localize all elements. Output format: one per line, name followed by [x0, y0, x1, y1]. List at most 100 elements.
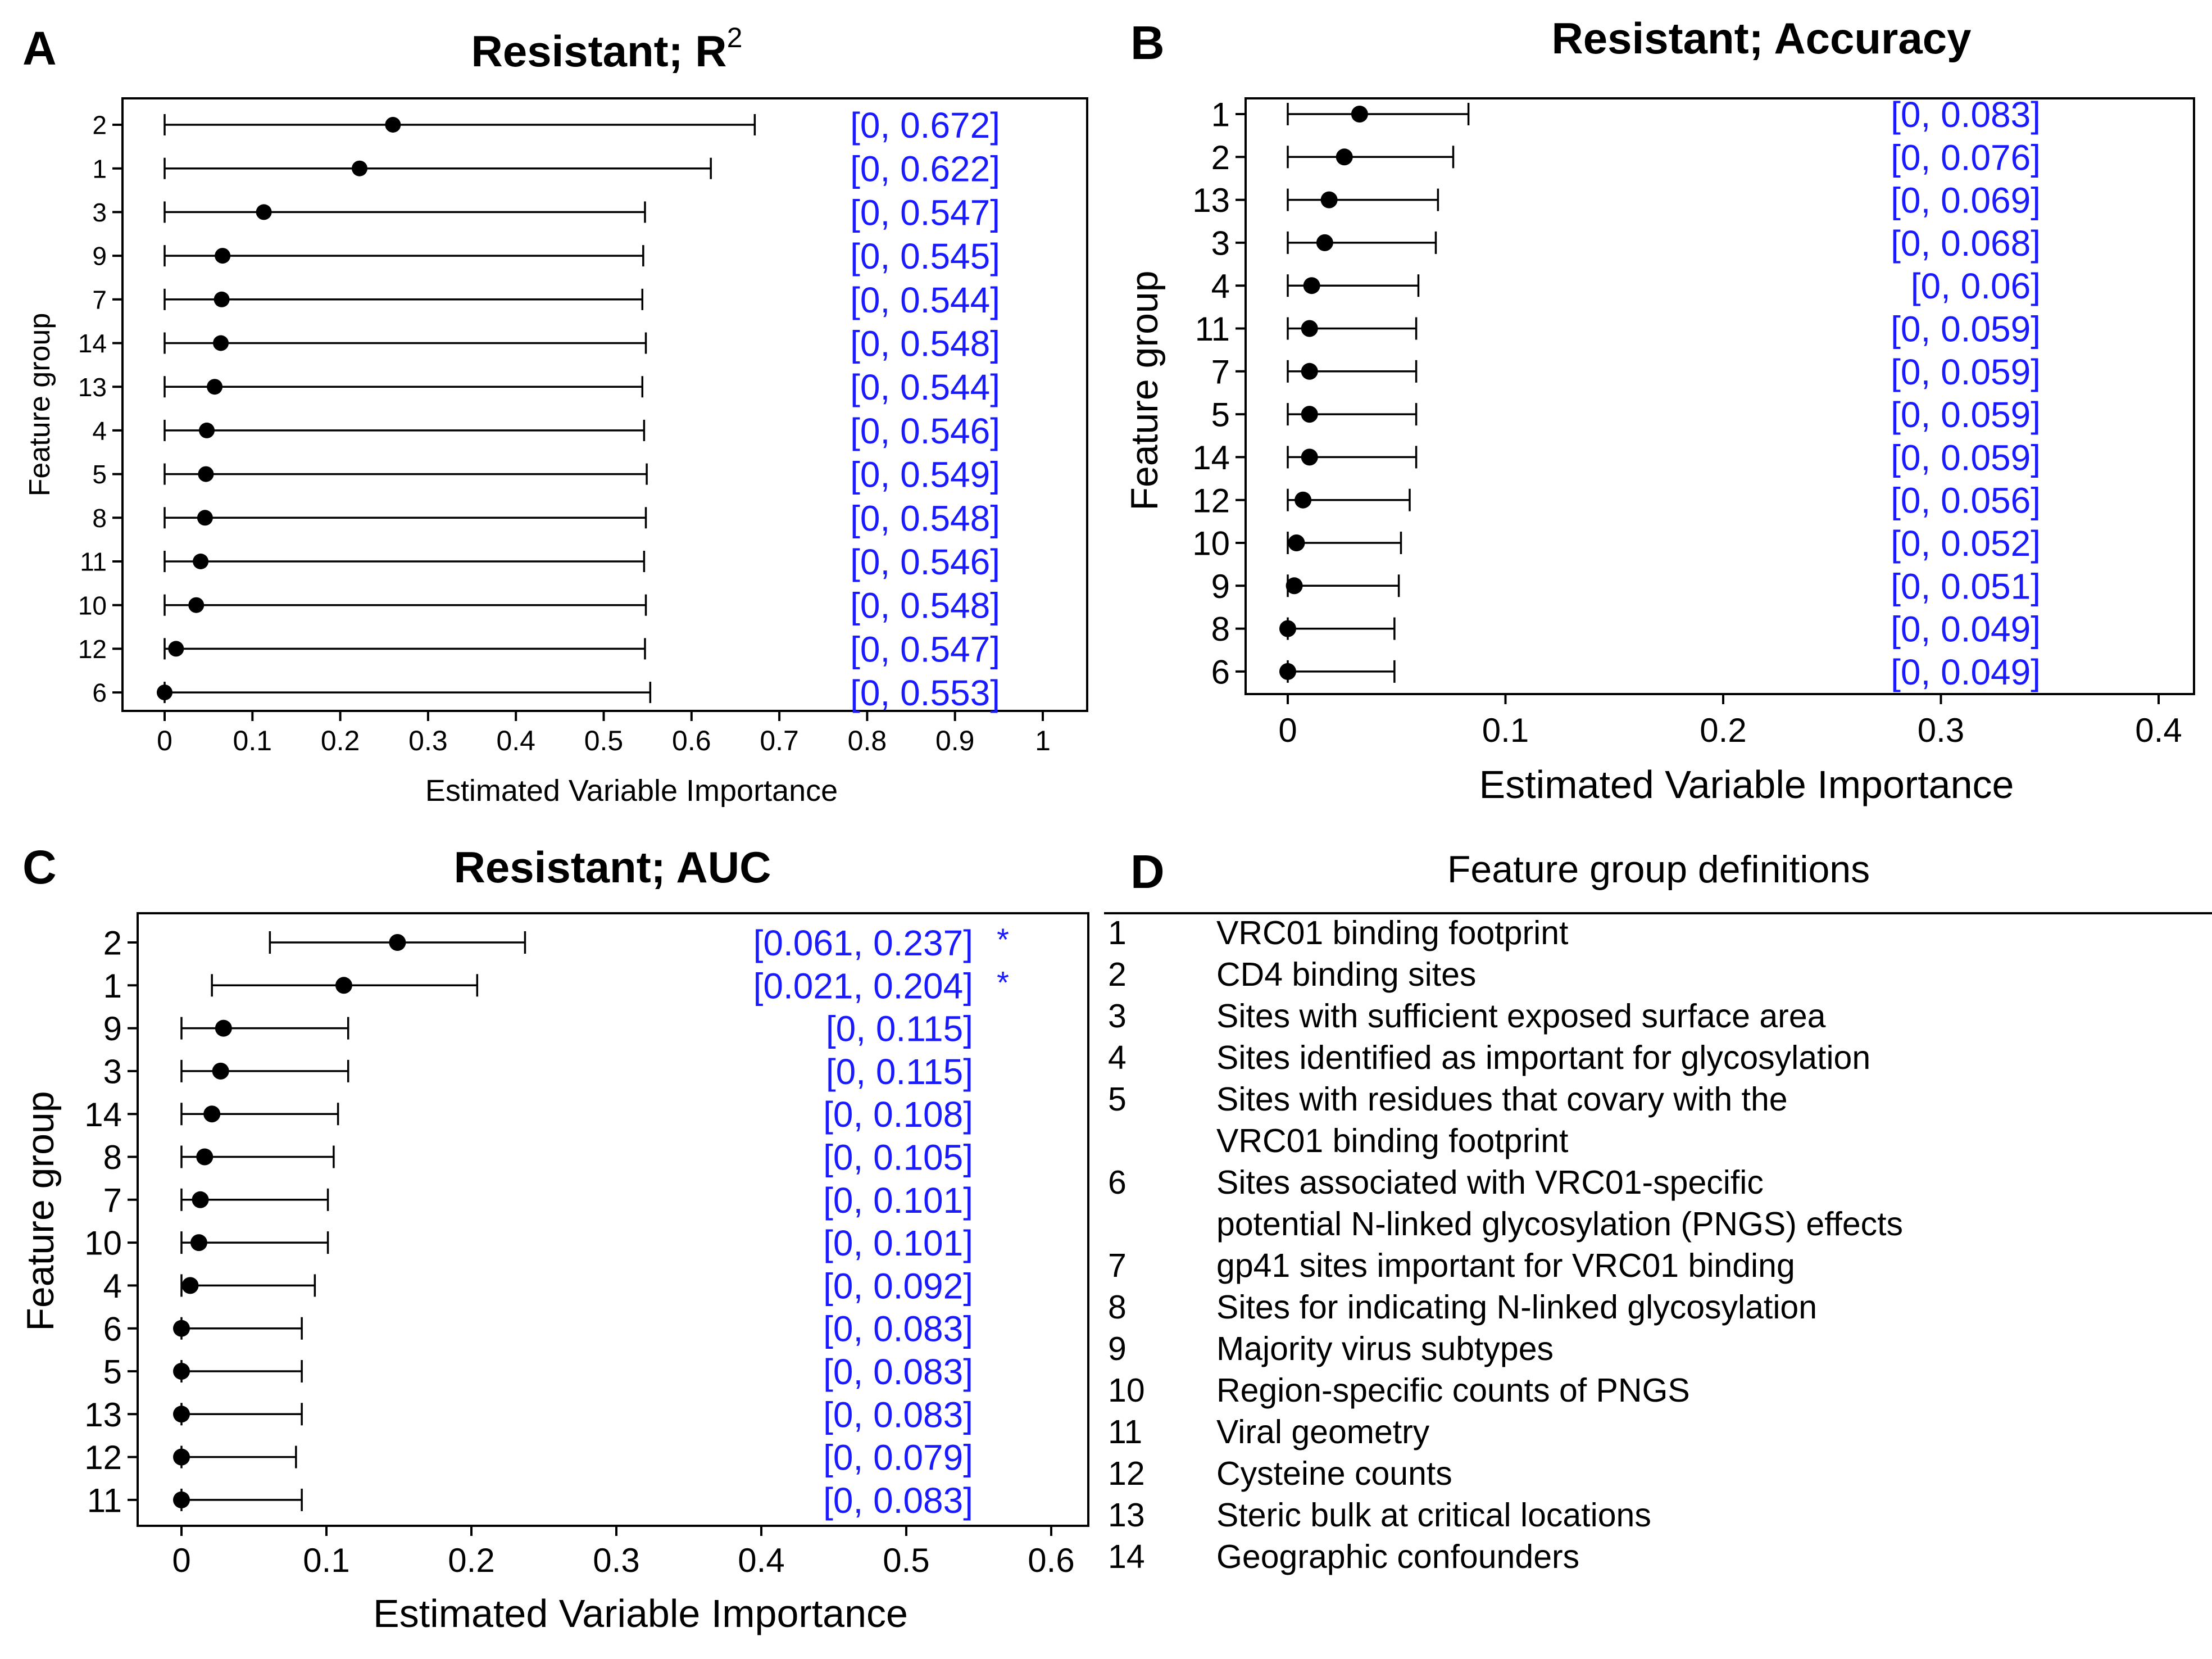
- chart-title-text: Resistant; AUC: [454, 842, 771, 892]
- x-tick-label: 1: [1035, 725, 1051, 756]
- y-tick-label: 12: [1192, 482, 1230, 519]
- y-tick-label: 14: [1192, 439, 1230, 477]
- chart-title: Resistant; Accuracy: [1551, 13, 1971, 63]
- y-tick-label: 1: [1211, 96, 1230, 134]
- ci-label: [0, 0.548]: [850, 498, 1000, 538]
- y-tick-label: 11: [1195, 310, 1230, 348]
- estimate-point: [215, 248, 231, 264]
- group-definition: VRC01 binding footprint: [1216, 1122, 1568, 1159]
- y-tick-label: 2: [1211, 139, 1230, 176]
- estimate-point: [181, 1277, 199, 1294]
- y-tick-label: 11: [80, 547, 107, 577]
- x-tick-label: 0.3: [408, 725, 448, 756]
- y-tick-label: 6: [103, 1310, 122, 1348]
- ci-label: [0, 0.083]: [1891, 94, 2041, 135]
- estimate-point: [1279, 620, 1296, 637]
- y-tick-label: 2: [92, 111, 107, 140]
- group-number: 13: [1108, 1497, 1145, 1534]
- x-tick-label: 0.2: [448, 1542, 494, 1579]
- y-tick-label: 7: [92, 285, 107, 314]
- ci-label: [0, 0.059]: [1891, 352, 2041, 392]
- y-tick-label: 14: [84, 1096, 122, 1134]
- estimate-point: [198, 466, 214, 482]
- estimate-point: [1320, 191, 1338, 208]
- y-tick-label: 7: [103, 1181, 122, 1219]
- ci-label: [0, 0.622]: [850, 149, 1000, 189]
- chart-title-text: Resistant; Accuracy: [1551, 13, 1971, 63]
- group-definition: Region-specific counts of PNGS: [1216, 1372, 1690, 1409]
- estimate-point: [197, 510, 213, 526]
- ci-label: [0, 0.553]: [850, 673, 1000, 713]
- x-tick-label: 0.1: [303, 1542, 349, 1579]
- estimate-point: [196, 1148, 214, 1166]
- estimate-point: [192, 1191, 209, 1208]
- group-definition: Sites associated with VRC01-specific: [1216, 1164, 1764, 1201]
- estimate-point: [335, 977, 352, 994]
- x-tick-label: 0.1: [233, 725, 272, 756]
- group-definition: Majority virus subtypes: [1216, 1330, 1554, 1367]
- ci-label: [0, 0.051]: [1891, 566, 2041, 606]
- group-number: 11: [1108, 1413, 1142, 1451]
- group-definition: Sites identified as important for glycos…: [1216, 1039, 1870, 1076]
- x-tick-label: 0.6: [1028, 1542, 1074, 1579]
- group-definition: Sites with sufficient exposed surface ar…: [1216, 998, 1826, 1035]
- y-tick-label: 7: [1211, 353, 1230, 391]
- y-tick-label: 5: [103, 1353, 122, 1391]
- ci-label: [0, 0.101]: [823, 1223, 973, 1263]
- ci-label: [0, 0.672]: [850, 105, 1000, 146]
- estimate-point: [1301, 406, 1318, 423]
- y-tick-label: 9: [1211, 568, 1230, 605]
- y-tick-label: 6: [1211, 654, 1230, 691]
- ci-label: [0, 0.546]: [850, 542, 1000, 582]
- ci-label: [0, 0.083]: [823, 1309, 973, 1349]
- group-number: 8: [1108, 1289, 1127, 1326]
- significance-star: *: [997, 964, 1009, 1000]
- y-tick-label: 13: [84, 1396, 122, 1434]
- ci-label: [0, 0.056]: [1891, 481, 2041, 521]
- ci-label: [0, 0.049]: [1891, 609, 2041, 650]
- estimate-point: [1303, 277, 1320, 294]
- estimate-point: [1295, 491, 1312, 509]
- estimate-point: [1286, 577, 1303, 595]
- group-number: 7: [1108, 1247, 1127, 1284]
- estimate-point: [1288, 534, 1305, 551]
- ci-label: [0, 0.083]: [823, 1394, 973, 1435]
- y-axis-label: Feature group: [19, 1091, 62, 1331]
- group-definition: Sites for indicating N-linked glycosylat…: [1216, 1289, 1817, 1326]
- ci-label: [0, 0.547]: [850, 192, 1000, 233]
- estimate-point: [173, 1320, 190, 1337]
- y-tick-label: 9: [92, 242, 107, 271]
- estimate-point: [193, 554, 209, 569]
- x-tick-label: 0: [172, 1542, 190, 1579]
- estimate-point: [207, 379, 223, 395]
- ci-label: [0, 0.06]: [1911, 266, 2041, 306]
- group-number: 4: [1108, 1039, 1127, 1076]
- ci-label: [0, 0.548]: [850, 586, 1000, 626]
- ci-label: [0, 0.076]: [1891, 137, 2041, 178]
- group-number: 14: [1108, 1538, 1145, 1575]
- x-tick-label: 0.5: [883, 1542, 929, 1579]
- panel-letter: A: [22, 22, 57, 75]
- plot-frame: [137, 912, 1089, 1527]
- group-number: 10: [1108, 1372, 1145, 1409]
- group-number: 5: [1108, 1081, 1127, 1118]
- group-number: 2: [1108, 956, 1127, 993]
- x-tick-label: 0.7: [760, 725, 799, 756]
- estimate-point: [1336, 148, 1353, 166]
- group-definition: Steric bulk at critical locations: [1216, 1497, 1651, 1534]
- y-axis-label: Feature group: [1123, 270, 1166, 510]
- panel-b: B Resistant; Accuracy 0 0.1 0.2 0.3 0.4 Estimat…: [1123, 13, 2195, 806]
- y-tick-label: 4: [92, 416, 107, 445]
- estimate-point: [173, 1448, 190, 1466]
- ci-label: [0, 0.083]: [823, 1480, 973, 1521]
- ci-label: [0, 0.115]: [826, 1051, 973, 1092]
- x-tick-label: 0.1: [1482, 711, 1529, 749]
- group-number: 6: [1108, 1164, 1127, 1201]
- y-tick-label: 3: [92, 198, 107, 227]
- ci-label: [0, 0.059]: [1891, 309, 2041, 350]
- estimate-point: [213, 335, 229, 351]
- x-tick-label: 0.3: [593, 1542, 639, 1579]
- estimate-point: [1301, 362, 1318, 380]
- ci-label: [0, 0.549]: [850, 455, 1000, 495]
- x-tick-label: 0.2: [321, 725, 360, 756]
